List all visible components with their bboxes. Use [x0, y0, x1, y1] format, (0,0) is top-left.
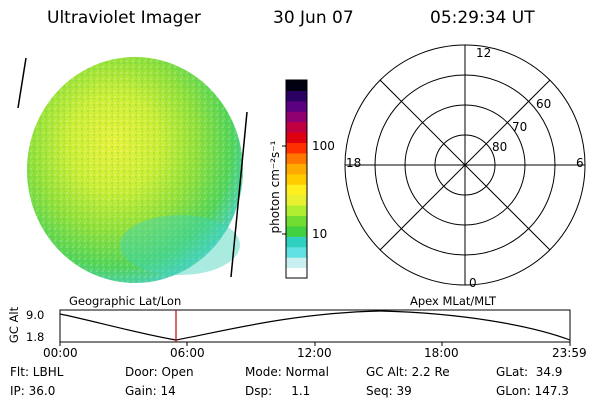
time-label: 05:29:34 UT: [430, 8, 535, 28]
colorbar-band: [286, 173, 307, 185]
apex-title: Apex MLat/MLT: [410, 294, 497, 308]
polar-grid: [344, 44, 586, 286]
uv-earth-image: [27, 57, 243, 283]
limb-line-left: [17, 57, 27, 109]
colorbar-band: [286, 152, 307, 164]
xtick-0600: 06:00: [170, 346, 205, 360]
colorbar-band: [286, 90, 307, 102]
xtick-1200: 12:00: [297, 346, 332, 360]
xtick-2359: 23:59: [552, 346, 587, 360]
lat-label-70: 70: [512, 120, 528, 134]
colorbar-tick-100: 100: [312, 139, 335, 153]
mlt-label-0: 0: [469, 276, 477, 290]
status-seq: Seq: 39: [366, 384, 412, 398]
colorbar-band: [286, 267, 307, 279]
colorbar-band: [286, 163, 307, 175]
xtick-0000: 00:00: [43, 346, 78, 360]
lat-label-60: 60: [536, 97, 552, 111]
limb-line-right: [230, 111, 248, 278]
status-ip: IP: 36.0: [10, 384, 56, 398]
colorbar-band: [286, 142, 307, 154]
colorbar-band: [286, 111, 307, 123]
imager-title: Ultraviolet Imager: [47, 8, 201, 28]
colorbar-band: [286, 184, 307, 196]
status-dsp: Dsp: 1.1: [245, 384, 311, 398]
status-door: Door: Open: [125, 365, 194, 379]
status-glat: GLat: 34.9: [496, 365, 563, 379]
status-gain: Gain: 14: [125, 384, 176, 398]
colorbar-band: [286, 205, 307, 216]
status-filter: Flt: LBHL: [10, 365, 64, 379]
ytick-bottom: 1.8: [26, 330, 45, 344]
gc-alt-axis-label: GC Alt: [7, 306, 21, 344]
status-glon: GLon: 147.3: [496, 384, 569, 398]
colorbar-band: [286, 215, 307, 227]
altitude-curve: [59, 310, 571, 341]
status-mode: Mode: Normal: [245, 365, 329, 379]
ytick-top: 9.0: [26, 308, 45, 322]
mlt-label-18: 18: [346, 156, 362, 170]
mlt-label-12: 12: [476, 46, 492, 60]
colorbar-band: [286, 100, 307, 112]
altitude-plot-frame: [59, 309, 571, 343]
colorbar-band: [286, 132, 307, 144]
geographic-title: Geographic Lat/Lon: [69, 294, 182, 308]
colorbar-band: [286, 225, 307, 237]
colorbar: [286, 80, 307, 279]
mlt-label-6: 6: [576, 156, 584, 170]
xtick-1800: 18:00: [424, 346, 459, 360]
colorbar-band: [286, 194, 307, 206]
date-label: 30 Jun 07: [273, 8, 354, 28]
status-gc-alt: GC Alt: 2.2 Re: [366, 365, 450, 379]
colorbar-unit-label: photon cm⁻²s⁻¹: [268, 140, 282, 234]
colorbar-band: [286, 121, 307, 133]
colorbar-band: [286, 236, 307, 248]
colorbar-band: [286, 246, 307, 258]
colorbar-band: [286, 257, 307, 269]
lat-label-80: 80: [492, 140, 508, 154]
colorbar-band: [286, 80, 307, 91]
colorbar-tick-10: 10: [312, 227, 328, 241]
